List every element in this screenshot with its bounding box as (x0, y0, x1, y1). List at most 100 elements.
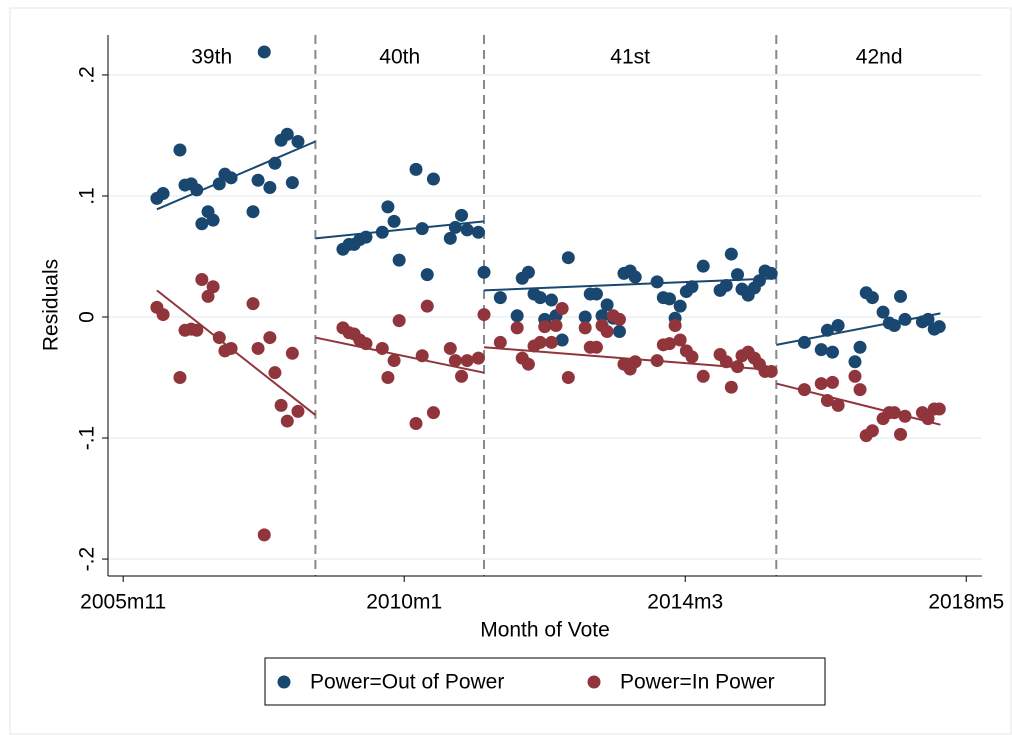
point (359, 230, 373, 244)
point (493, 335, 507, 349)
point (224, 171, 238, 185)
point (448, 220, 462, 234)
point (493, 291, 507, 305)
point (274, 398, 288, 412)
point (848, 355, 862, 369)
point (853, 340, 867, 354)
point (471, 351, 485, 365)
point (510, 309, 524, 323)
point (263, 180, 277, 194)
point (719, 279, 733, 293)
point (831, 398, 845, 412)
point (825, 375, 839, 389)
point (212, 177, 226, 191)
axes: -.2 -.1 0 .1 .2 2005m11 2010m1 2014m3 2018m5 (76, 35, 1004, 614)
point (448, 354, 462, 368)
point (865, 424, 879, 438)
x-tick-label: 2010m1 (366, 591, 442, 614)
legend-box (264, 657, 826, 706)
point (825, 345, 839, 359)
point (797, 335, 811, 349)
point (460, 354, 474, 368)
point (375, 341, 389, 355)
point (375, 225, 389, 239)
point (173, 143, 187, 157)
point (814, 377, 828, 391)
point (381, 371, 395, 385)
legend-marker (587, 675, 601, 689)
point (206, 213, 220, 227)
point (589, 340, 603, 354)
point (578, 321, 592, 335)
grid: 39th 40th 41st 42nd (108, 35, 982, 576)
legend-label: Power=In Power (620, 671, 775, 694)
point (876, 305, 890, 319)
point (650, 275, 664, 289)
point (257, 45, 271, 59)
point (797, 383, 811, 397)
point (561, 371, 575, 385)
point (291, 404, 305, 418)
point (887, 318, 901, 332)
point (195, 272, 209, 286)
y-tick-label: -.2 (76, 547, 99, 572)
point (848, 369, 862, 383)
point (201, 289, 215, 303)
x-tick-label: 2014m3 (647, 591, 723, 614)
point (685, 350, 699, 364)
point (415, 222, 429, 236)
point (280, 127, 294, 141)
point (477, 308, 491, 322)
point (420, 299, 434, 313)
point (549, 318, 563, 332)
point (673, 299, 687, 313)
point (865, 291, 879, 305)
point (206, 280, 220, 294)
point (696, 259, 710, 273)
point (257, 528, 271, 542)
point (764, 364, 778, 378)
fit-line (156, 289, 317, 416)
point (359, 337, 373, 351)
x-tick-label: 2018m5 (928, 591, 1004, 614)
point (521, 265, 535, 279)
point (392, 314, 406, 328)
point (533, 335, 547, 349)
point (173, 371, 187, 385)
point (544, 335, 558, 349)
point (251, 341, 265, 355)
point (387, 354, 401, 368)
point (195, 217, 209, 231)
point (409, 417, 423, 431)
x-axis-title: Month of Vote (480, 619, 610, 642)
x-tick-label: 2005m11 (80, 591, 166, 614)
period-label: 42nd (856, 46, 903, 69)
point (443, 341, 457, 355)
point (460, 223, 474, 237)
point (731, 360, 745, 374)
point (898, 409, 912, 423)
point (426, 406, 440, 420)
point (455, 369, 469, 383)
period-label: 41st (610, 46, 650, 69)
point (595, 309, 609, 323)
point (521, 357, 535, 371)
point (190, 323, 204, 337)
point (538, 320, 552, 334)
period-label: 40th (379, 46, 420, 69)
point (898, 312, 912, 326)
y-tick-label: -.1 (76, 426, 99, 451)
point (280, 414, 294, 428)
point (921, 412, 935, 426)
point (724, 247, 738, 261)
point (685, 280, 699, 294)
point (392, 253, 406, 267)
point (932, 402, 946, 416)
point (381, 200, 395, 214)
point (600, 298, 614, 312)
point (555, 333, 569, 347)
point (853, 383, 867, 397)
point (426, 172, 440, 186)
point (764, 266, 778, 280)
